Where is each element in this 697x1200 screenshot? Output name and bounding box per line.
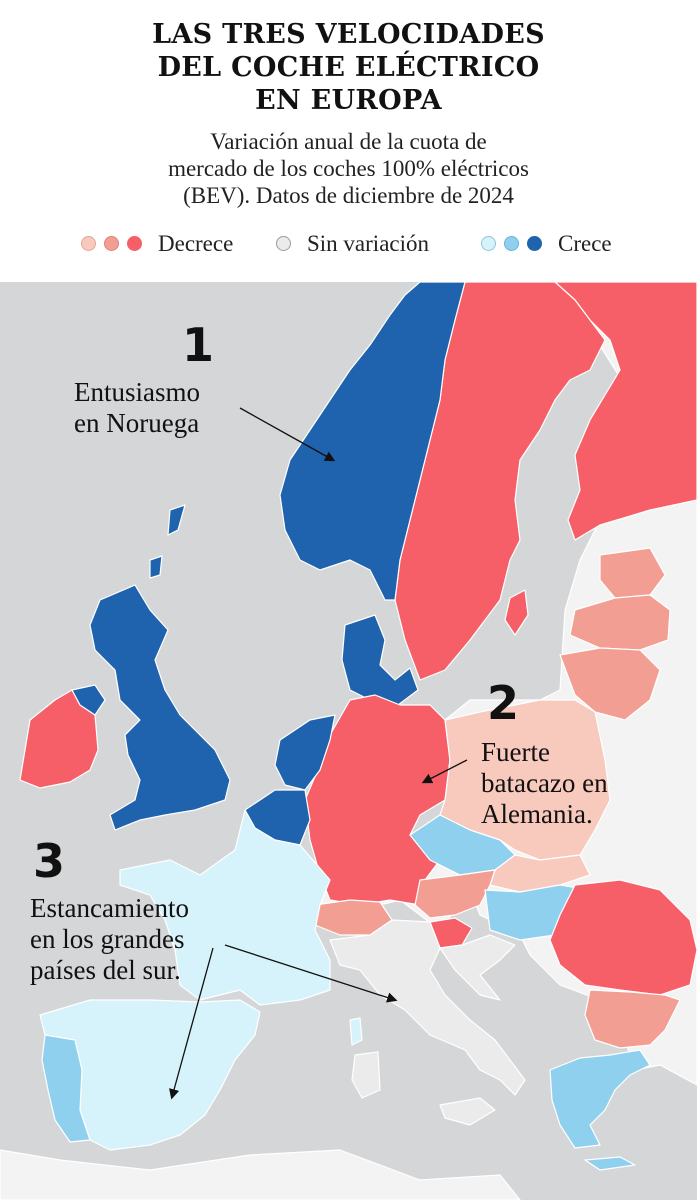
arrow-italia [224,944,398,1003]
map-subtitle: Variación anual de la cuota de mercado d… [0,128,697,209]
annotation-noruega: Entusiasmo en Noruega [74,377,200,439]
country-dinamarca [341,614,419,706]
legend: Decrece Sin variación Crece [0,230,697,260]
annotation-line: Fuerte [481,737,550,767]
title-line: DEL COCHE ELÉCTRICO [157,52,540,83]
subtitle-line: (BEV). Datos de diciembre de 2024 [183,183,514,208]
annotation-line: Alemania. [481,799,593,829]
country-francia-corsica [349,1017,363,1046]
country-letonia [569,594,671,651]
country-irlanda [19,689,99,789]
subtitle-line: mercado de los coches 100% eléctricos [168,156,529,181]
country-finlandia [554,282,697,541]
arrow-noruega [239,407,336,462]
legend-swatch-decrece-leve [81,236,96,251]
annotation-line: en los grandes [30,924,185,954]
country-francia [119,809,331,1006]
annotation-line: Estancamiento [30,893,189,923]
legend-swatch-crece-fuerte [527,236,542,251]
europe-map [0,282,697,1200]
country-bulgaria [584,989,681,1049]
country-croacia [439,934,516,1001]
country-portugal [41,1034,91,1143]
arrow-alemania [421,759,468,784]
country-suecia-isla [504,589,529,636]
legend-swatch-sin-variacion [276,236,291,251]
map-title: LAS TRES VELOCIDADES DEL COCHE ELÉCTRICO… [0,18,697,117]
country-reino-unido-islas [149,555,163,579]
header: LAS TRES VELOCIDADES DEL COCHE ELÉCTRICO… [0,0,697,282]
country-austria [414,869,496,919]
country-italia-cerdena [351,1051,381,1099]
annotation-number-2: 2 [487,676,520,730]
subtitle-line: Variación anual de la cuota de [210,129,487,154]
legend-swatch-crece-leve [481,236,496,251]
legend-label-crece: Crece [558,231,612,256]
legend-label-sin-variacion: Sin variación [307,231,429,256]
title-line: EN EUROPA [255,85,442,116]
annotation-sur: Estancamiento en los grandes países del … [30,893,189,986]
country-grecia [549,1049,651,1149]
annotation-line: en Noruega [74,408,200,438]
arrow-espana [169,947,214,1100]
land-africa-no-data [0,1149,521,1200]
annotation-alemania: Fuerte batacazo en Alemania. [481,737,608,830]
country-paises-bajos [274,714,336,791]
country-italia-sicilia [439,1097,496,1126]
annotation-line: batacazo en [481,768,608,798]
country-noruega-isla [167,504,186,536]
country-eslovaquia [489,854,591,893]
country-irlanda-del-norte [71,684,106,716]
title-line: LAS TRES VELOCIDADES [152,19,545,50]
annotation-number-1: 1 [182,318,215,372]
country-noruega [279,282,466,601]
country-reino-unido [89,584,231,831]
country-lituania [559,647,661,721]
legend-swatch-decrece-medio [104,236,119,251]
legend-label-decrece: Decrece [158,231,234,256]
country-grecia-creta [584,1156,636,1171]
legend-swatch-crece-medio [504,236,519,251]
annotation-line: países del sur. [30,955,181,985]
annotation-number-3: 3 [33,834,66,888]
legend-swatch-decrece-fuerte [127,236,142,251]
annotation-line: Entusiasmo [74,377,200,407]
